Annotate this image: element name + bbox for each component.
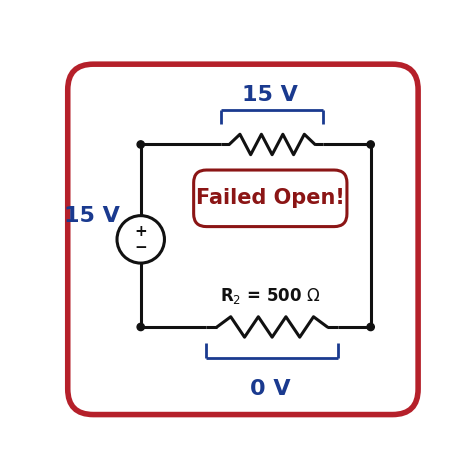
Text: 0 V: 0 V [250, 379, 291, 399]
FancyBboxPatch shape [194, 170, 347, 227]
Circle shape [367, 141, 374, 148]
Text: 15 V: 15 V [242, 85, 298, 105]
Circle shape [367, 323, 374, 331]
Text: R$_2$ = 500 $\Omega$: R$_2$ = 500 $\Omega$ [220, 286, 321, 306]
FancyBboxPatch shape [68, 64, 418, 415]
Text: Failed Open!: Failed Open! [196, 188, 345, 208]
Text: +: + [134, 224, 147, 239]
Text: 15 V: 15 V [64, 206, 119, 226]
Circle shape [137, 141, 145, 148]
Text: −: − [134, 240, 147, 255]
Circle shape [117, 216, 164, 263]
Circle shape [137, 323, 145, 331]
